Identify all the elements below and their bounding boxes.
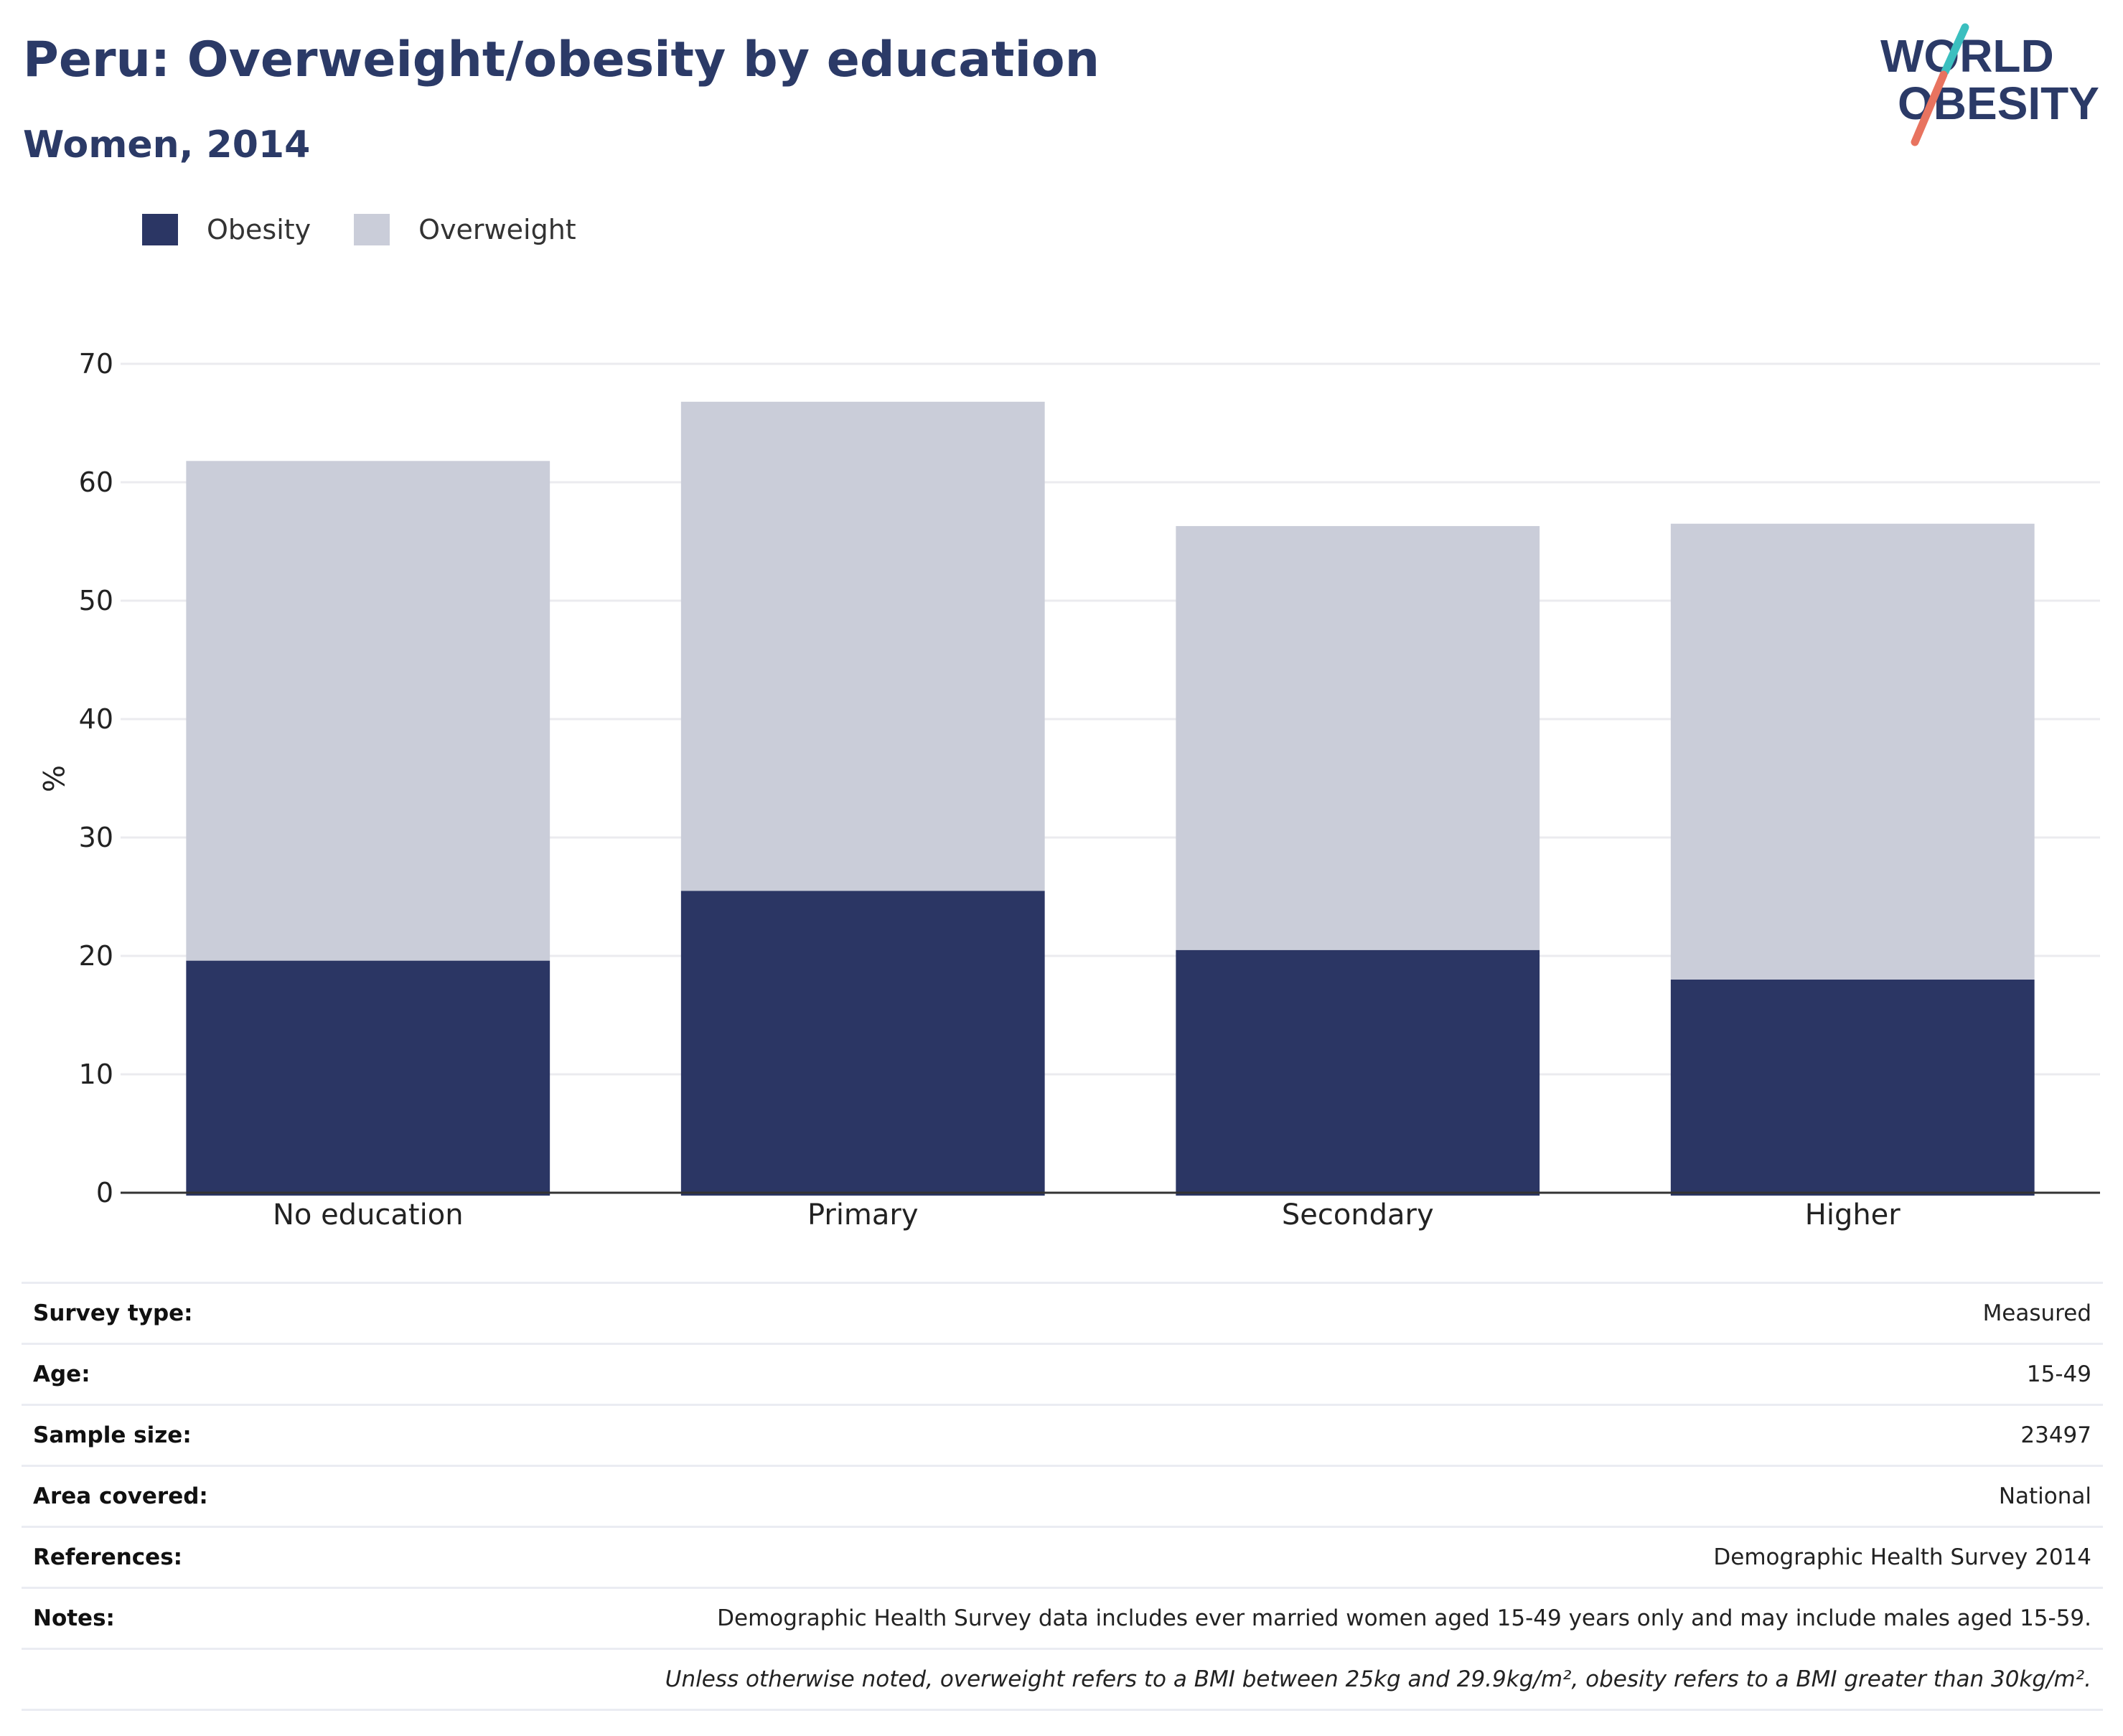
x-tick-label: Secondary bbox=[1282, 1198, 1434, 1231]
y-tick-label: 20 bbox=[79, 940, 113, 972]
info-value: Demographic Health Survey 2014 bbox=[279, 1526, 2103, 1588]
footnote-row: Unless otherwise noted, overweight refer… bbox=[22, 1648, 2103, 1711]
bar-overweight-no-education bbox=[186, 461, 550, 961]
info-label: Sample size: bbox=[22, 1404, 280, 1466]
info-value: Demographic Health Survey data includes … bbox=[279, 1587, 2103, 1649]
footnote: Unless otherwise noted, overweight refer… bbox=[22, 1648, 2103, 1711]
y-tick-label: 60 bbox=[79, 466, 113, 498]
info-value: 23497 bbox=[279, 1404, 2103, 1466]
info-row: Notes: Demographic Health Survey data inc… bbox=[22, 1587, 2103, 1649]
legend-swatch-obesity bbox=[142, 214, 178, 245]
logo-slash-teal bbox=[1941, 23, 1969, 76]
info-row: Age: 15-49 bbox=[22, 1343, 2103, 1405]
info-value: 15-49 bbox=[279, 1343, 2103, 1405]
info-label: Survey type: bbox=[22, 1282, 280, 1344]
legend-label-overweight: Overweight bbox=[418, 214, 576, 245]
legend-item-obesity[interactable]: Obesity bbox=[142, 214, 311, 245]
bar-obesity-no-education bbox=[186, 960, 550, 1196]
info-label: Area covered: bbox=[22, 1465, 280, 1527]
info-value: National bbox=[279, 1465, 2103, 1527]
info-row: Sample size: 23497 bbox=[22, 1404, 2103, 1466]
world-obesity-logo: WORLD OBESITY bbox=[1880, 23, 2099, 146]
chart-subtitle: Women, 2014 bbox=[23, 123, 311, 166]
info-row: References: Demographic Health Survey 201… bbox=[22, 1526, 2103, 1588]
logo-word-world: WORLD bbox=[1880, 30, 2054, 82]
y-tick-label: 10 bbox=[79, 1059, 113, 1090]
bar-overweight-secondary bbox=[1176, 526, 1540, 950]
x-tick-label: Primary bbox=[807, 1198, 919, 1231]
legend-label-obesity: Obesity bbox=[207, 214, 311, 245]
y-tick-label: 50 bbox=[79, 585, 113, 616]
y-tick-label: 70 bbox=[79, 348, 113, 380]
legend-item-overweight[interactable]: Overweight bbox=[354, 214, 576, 245]
chart-title: Peru: Overweight/obesity by education bbox=[23, 32, 1100, 88]
x-tick-label: No education bbox=[273, 1198, 464, 1231]
info-value: Measured bbox=[279, 1282, 2103, 1344]
info-row: Survey type: Measured bbox=[22, 1282, 2103, 1344]
bar-obesity-higher bbox=[1670, 980, 2035, 1196]
y-tick-label: 0 bbox=[96, 1177, 113, 1209]
survey-info-table: Survey type: Measured Age: 15-49 Sample size… bbox=[22, 1282, 2103, 1711]
bar-overweight-higher bbox=[1670, 523, 2035, 980]
bar-overweight-primary bbox=[680, 401, 1045, 891]
x-tick-label: Higher bbox=[1805, 1198, 1901, 1231]
info-label: Notes: bbox=[22, 1587, 280, 1649]
stacked-bar-chart: 0 10 20 30 40 50 60 70% No education Primary Secon… bbox=[36, 348, 2100, 1231]
bar-obesity-secondary bbox=[1176, 949, 1540, 1196]
y-axis-title: % bbox=[36, 765, 69, 792]
legend-swatch-overweight bbox=[354, 214, 390, 245]
chart-legend: Obesity Overweight bbox=[142, 214, 619, 245]
bar-obesity-primary bbox=[680, 891, 1045, 1196]
info-row: Area covered: National bbox=[22, 1465, 2103, 1527]
info-label: References: bbox=[22, 1526, 280, 1588]
y-tick-label: 30 bbox=[79, 822, 113, 853]
y-tick-label: 40 bbox=[79, 703, 113, 735]
logo-slash-coral bbox=[1911, 70, 1948, 146]
info-label: Age: bbox=[22, 1343, 280, 1405]
